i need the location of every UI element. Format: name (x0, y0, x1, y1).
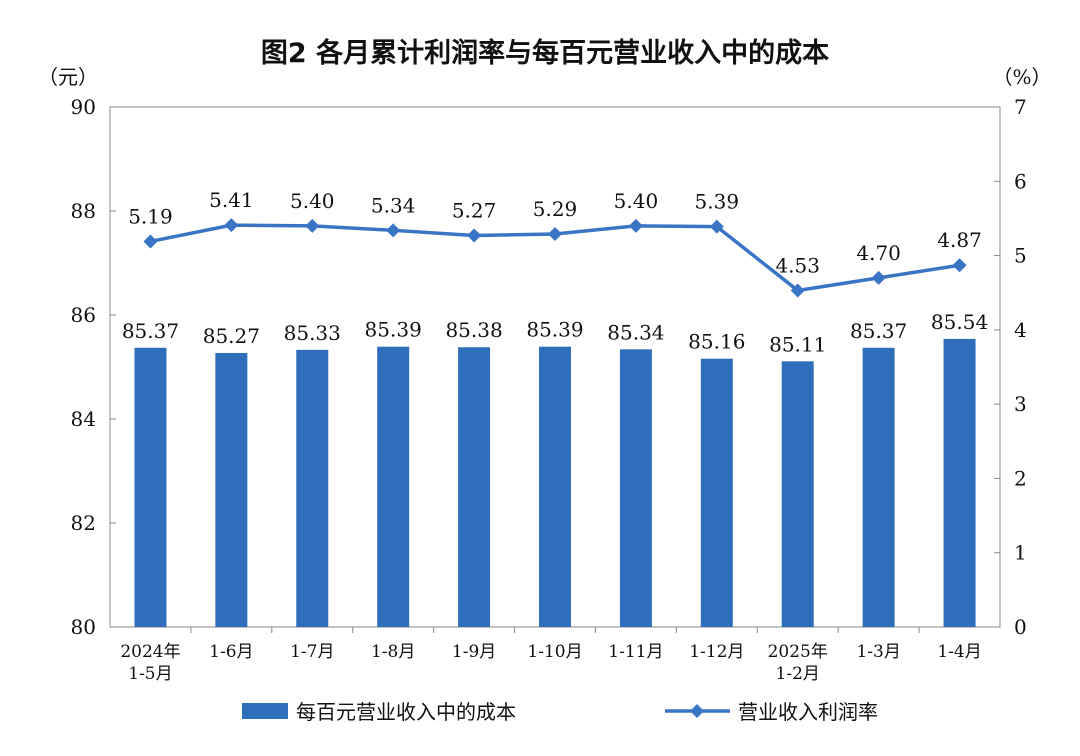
line-point-marker (143, 234, 158, 249)
bar-value-label: 85.16 (688, 330, 745, 354)
line-point-marker (952, 258, 967, 273)
line-value-label: 4.53 (775, 253, 820, 277)
line-value-label: 5.40 (614, 189, 659, 213)
bar-value-label: 85.33 (284, 321, 341, 345)
right-axis-unit: （%） (992, 65, 1051, 89)
x-tick-label: 2025年 (768, 642, 828, 662)
left-tick-label: 88 (71, 199, 96, 223)
legend-line-label: 营业收入利润率 (738, 700, 878, 724)
left-tick-label: 86 (71, 303, 96, 327)
line-value-label: 5.19 (128, 204, 173, 228)
x-tick-label: 1-11月 (608, 642, 663, 662)
left-tick-label: 90 (71, 95, 96, 119)
legend-line-marker (690, 704, 704, 718)
line-value-label: 5.39 (695, 190, 740, 214)
bar (539, 346, 571, 627)
right-tick-label: 4 (1014, 318, 1027, 342)
bar-value-label: 85.54 (931, 310, 988, 334)
bar (377, 346, 410, 627)
bar (134, 347, 167, 627)
bar-value-label: 85.39 (365, 318, 422, 342)
chart-title: 图2 各月累计利润率与每百元营业收入中的成本 (261, 37, 829, 69)
right-tick-label: 1 (1014, 541, 1027, 565)
x-tick-label: 1-8月 (371, 642, 415, 662)
line-point-marker (548, 227, 562, 242)
line-value-label: 5.40 (290, 189, 335, 213)
bar-value-label: 85.37 (122, 319, 179, 343)
bar (943, 338, 976, 627)
line-point-marker (790, 283, 805, 298)
x-tick-label: 1-9月 (452, 642, 496, 662)
line-value-label: 5.41 (209, 188, 254, 212)
left-tick-label: 84 (71, 407, 96, 431)
left-tick-label: 82 (71, 511, 96, 535)
bar (781, 361, 814, 627)
line-point-marker (386, 223, 401, 238)
left-axis-unit: （元） (38, 65, 98, 89)
bar-value-label: 85.39 (526, 318, 583, 342)
left-tick-label: 80 (71, 615, 96, 639)
line-point-marker (224, 218, 239, 233)
bar-value-label: 85.37 (850, 319, 907, 343)
line-value-label: 5.34 (371, 193, 416, 217)
bar-value-label: 85.38 (445, 318, 502, 342)
bar (458, 347, 491, 627)
right-tick-label: 5 (1014, 244, 1027, 268)
right-tick-label: 0 (1014, 615, 1027, 639)
x-tick-label: 1-6月 (209, 642, 253, 662)
bar-value-label: 85.34 (607, 320, 664, 344)
right-tick-label: 3 (1014, 392, 1027, 416)
bar-value-label: 85.27 (203, 324, 260, 348)
x-tick-label: 1-5月 (128, 664, 172, 684)
right-tick-label: 6 (1014, 169, 1027, 193)
x-tick-label: 1-3月 (856, 642, 900, 662)
bar (700, 358, 733, 627)
bar (862, 347, 895, 627)
x-tick-label: 1-10月 (527, 642, 582, 662)
x-tick-label: 1-2月 (776, 664, 820, 684)
line-point-marker (709, 219, 724, 234)
x-tick-label: 1-7月 (290, 642, 334, 662)
right-tick-label: 7 (1014, 95, 1027, 119)
bar-value-label: 85.11 (769, 332, 826, 356)
x-tick-label: 1-12月 (689, 642, 744, 662)
line-point-marker (628, 218, 643, 233)
right-tick-label: 2 (1014, 466, 1027, 490)
line-value-label: 4.70 (856, 241, 901, 265)
x-tick-label: 1-4月 (937, 642, 981, 662)
line-point-marker (305, 218, 320, 233)
line-value-label: 5.27 (452, 199, 497, 223)
line-point-marker (467, 228, 482, 243)
line-value-label: 5.29 (533, 197, 578, 221)
bar (215, 352, 248, 627)
line-point-marker (871, 270, 886, 285)
bar (296, 349, 329, 627)
bar (619, 349, 652, 627)
legend-bar-swatch (242, 703, 288, 719)
legend-bar-label: 每百元营业收入中的成本 (296, 700, 516, 724)
x-tick-label: 2024年 (120, 642, 180, 662)
line-value-label: 4.87 (937, 228, 982, 252)
